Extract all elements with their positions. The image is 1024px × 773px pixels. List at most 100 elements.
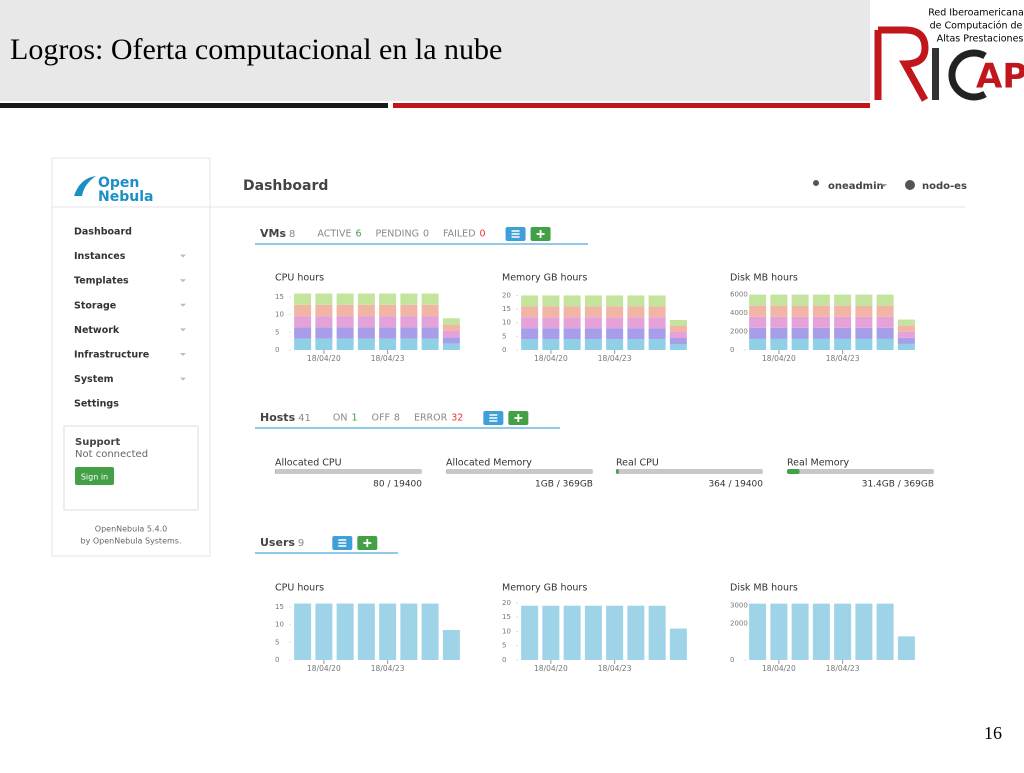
chart-title: Disk MB hours bbox=[730, 273, 798, 284]
state-label: ACTIVE bbox=[317, 229, 351, 240]
y-tick-label: 5 bbox=[275, 328, 279, 336]
meter-label: Allocated CPU bbox=[275, 458, 342, 469]
bar-segment bbox=[606, 606, 623, 660]
bar-segment bbox=[315, 294, 332, 305]
bar-segment bbox=[627, 606, 644, 660]
bar-segment bbox=[877, 328, 894, 339]
bar-segment bbox=[670, 326, 687, 332]
bar-segment bbox=[792, 604, 809, 660]
bar-segment bbox=[542, 606, 559, 660]
bar-segment bbox=[898, 344, 915, 350]
bar-segment bbox=[855, 306, 872, 317]
state-label: PENDING bbox=[376, 229, 419, 240]
bar-segment bbox=[813, 328, 830, 339]
bar-segment bbox=[564, 328, 581, 339]
bar-segment bbox=[358, 316, 375, 327]
bar-segment bbox=[542, 317, 559, 328]
bar-segment bbox=[813, 317, 830, 328]
bar-segment bbox=[877, 604, 894, 660]
bar-segment bbox=[422, 339, 439, 350]
logo-line: Red Iberoamericana bbox=[928, 8, 1024, 19]
logo-mark: AP bbox=[976, 57, 1024, 97]
menu-item[interactable]: Infrastructure bbox=[74, 350, 149, 361]
bar-segment bbox=[337, 604, 354, 660]
bar-segment bbox=[542, 295, 559, 306]
bar-segment bbox=[792, 306, 809, 317]
bar-segment bbox=[379, 305, 396, 316]
bar-segment bbox=[443, 331, 460, 337]
bar-segment bbox=[813, 604, 830, 660]
x-tick-label: 18/04/23 bbox=[826, 664, 860, 673]
bar-segment bbox=[770, 604, 787, 660]
bar-segment bbox=[358, 305, 375, 316]
y-tick-label: 15 bbox=[502, 305, 511, 313]
menu-item[interactable]: System bbox=[74, 374, 114, 385]
bar-segment bbox=[337, 327, 354, 338]
x-tick-label: 18/04/23 bbox=[371, 354, 405, 363]
bar-segment bbox=[792, 328, 809, 339]
y-tick-label: 10 bbox=[502, 627, 511, 635]
logo-line: de Computación de bbox=[930, 21, 1023, 32]
bar-segment bbox=[606, 306, 623, 317]
bar-segment bbox=[422, 294, 439, 305]
menu-item[interactable]: Instances bbox=[74, 251, 126, 262]
bar-segment bbox=[358, 294, 375, 305]
meter-fill bbox=[787, 469, 800, 474]
bar-segment bbox=[294, 604, 311, 660]
bar-segment bbox=[770, 306, 787, 317]
bar-segment bbox=[585, 339, 602, 350]
bar-segment bbox=[443, 318, 460, 324]
bar-segment bbox=[358, 339, 375, 350]
bar-segment bbox=[443, 630, 460, 660]
bar-segment bbox=[400, 316, 417, 327]
y-tick-label: 5 bbox=[275, 638, 279, 646]
x-tick-label: 18/04/20 bbox=[762, 664, 796, 673]
menu-item[interactable]: Settings bbox=[74, 399, 119, 410]
menu-item[interactable]: Templates bbox=[74, 276, 129, 287]
bar-segment bbox=[834, 295, 851, 306]
bar-segment bbox=[422, 327, 439, 338]
bar-segment bbox=[337, 305, 354, 316]
chart-title: Memory GB hours bbox=[502, 273, 587, 284]
bar-segment bbox=[792, 295, 809, 306]
bar-segment bbox=[834, 604, 851, 660]
menu-item[interactable]: Network bbox=[74, 325, 120, 336]
bar-segment bbox=[627, 339, 644, 350]
bar-segment bbox=[564, 306, 581, 317]
y-tick-label: 20 bbox=[502, 599, 511, 607]
y-tick-label: 15 bbox=[502, 613, 511, 621]
state-label: ERROR bbox=[414, 413, 448, 424]
section-total: 9 bbox=[298, 538, 304, 549]
bar-segment bbox=[877, 339, 894, 350]
meter-value: 1GB / 369GB bbox=[535, 480, 593, 490]
menu-item[interactable]: Dashboard bbox=[74, 227, 132, 238]
chart-title: Disk MB hours bbox=[730, 583, 798, 594]
zone-menu[interactable]: nodo-es bbox=[922, 181, 967, 192]
bar-segment bbox=[749, 339, 766, 350]
bar-segment bbox=[855, 328, 872, 339]
bar-segment bbox=[770, 317, 787, 328]
bar-segment bbox=[379, 294, 396, 305]
bar-segment bbox=[813, 295, 830, 306]
bar-segment bbox=[358, 604, 375, 660]
sign-in-label[interactable]: Sign in bbox=[81, 473, 108, 482]
bar-segment bbox=[670, 344, 687, 350]
user-menu[interactable]: oneadmin bbox=[828, 181, 884, 192]
bar-segment bbox=[379, 327, 396, 338]
meter-value: 364 / 19400 bbox=[708, 480, 763, 490]
bar-segment bbox=[670, 629, 687, 660]
section-title: VMs bbox=[260, 227, 286, 240]
bar-segment bbox=[855, 295, 872, 306]
zone-icon bbox=[905, 180, 915, 190]
bar-segment bbox=[379, 316, 396, 327]
bar-segment bbox=[627, 328, 644, 339]
menu-item[interactable]: Storage bbox=[74, 300, 116, 311]
bar-segment bbox=[400, 294, 417, 305]
bar-segment bbox=[542, 306, 559, 317]
bar-segment bbox=[337, 316, 354, 327]
bar-segment bbox=[898, 636, 915, 660]
logo-i bbox=[932, 48, 939, 100]
bar-segment bbox=[834, 306, 851, 317]
bar-segment bbox=[400, 305, 417, 316]
